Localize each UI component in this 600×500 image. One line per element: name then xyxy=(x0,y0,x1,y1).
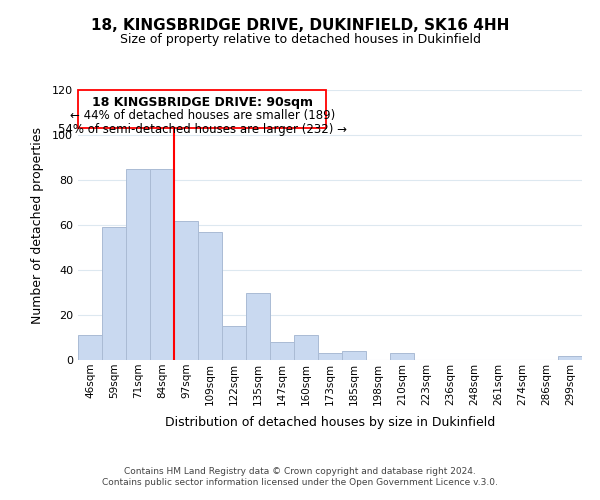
Bar xyxy=(390,353,414,360)
Text: 54% of semi-detached houses are larger (232) →: 54% of semi-detached houses are larger (… xyxy=(58,122,347,136)
Bar xyxy=(222,326,246,360)
Bar xyxy=(558,356,582,360)
Text: Contains HM Land Registry data © Crown copyright and database right 2024.: Contains HM Land Registry data © Crown c… xyxy=(124,467,476,476)
Bar xyxy=(294,335,318,360)
Bar xyxy=(270,342,294,360)
Bar xyxy=(79,90,326,128)
Bar xyxy=(318,353,342,360)
Bar xyxy=(150,169,174,360)
Bar xyxy=(342,351,366,360)
Bar xyxy=(246,292,270,360)
Bar xyxy=(102,227,126,360)
Text: Contains public sector information licensed under the Open Government Licence v.: Contains public sector information licen… xyxy=(102,478,498,487)
Bar xyxy=(198,232,222,360)
Bar xyxy=(126,169,150,360)
Bar xyxy=(174,220,198,360)
Text: 18, KINGSBRIDGE DRIVE, DUKINFIELD, SK16 4HH: 18, KINGSBRIDGE DRIVE, DUKINFIELD, SK16 … xyxy=(91,18,509,32)
Text: Size of property relative to detached houses in Dukinfield: Size of property relative to detached ho… xyxy=(119,32,481,46)
Text: ← 44% of detached houses are smaller (189): ← 44% of detached houses are smaller (18… xyxy=(70,109,335,122)
X-axis label: Distribution of detached houses by size in Dukinfield: Distribution of detached houses by size … xyxy=(165,416,495,429)
Bar xyxy=(78,335,102,360)
Y-axis label: Number of detached properties: Number of detached properties xyxy=(31,126,44,324)
Text: 18 KINGSBRIDGE DRIVE: 90sqm: 18 KINGSBRIDGE DRIVE: 90sqm xyxy=(92,96,313,110)
